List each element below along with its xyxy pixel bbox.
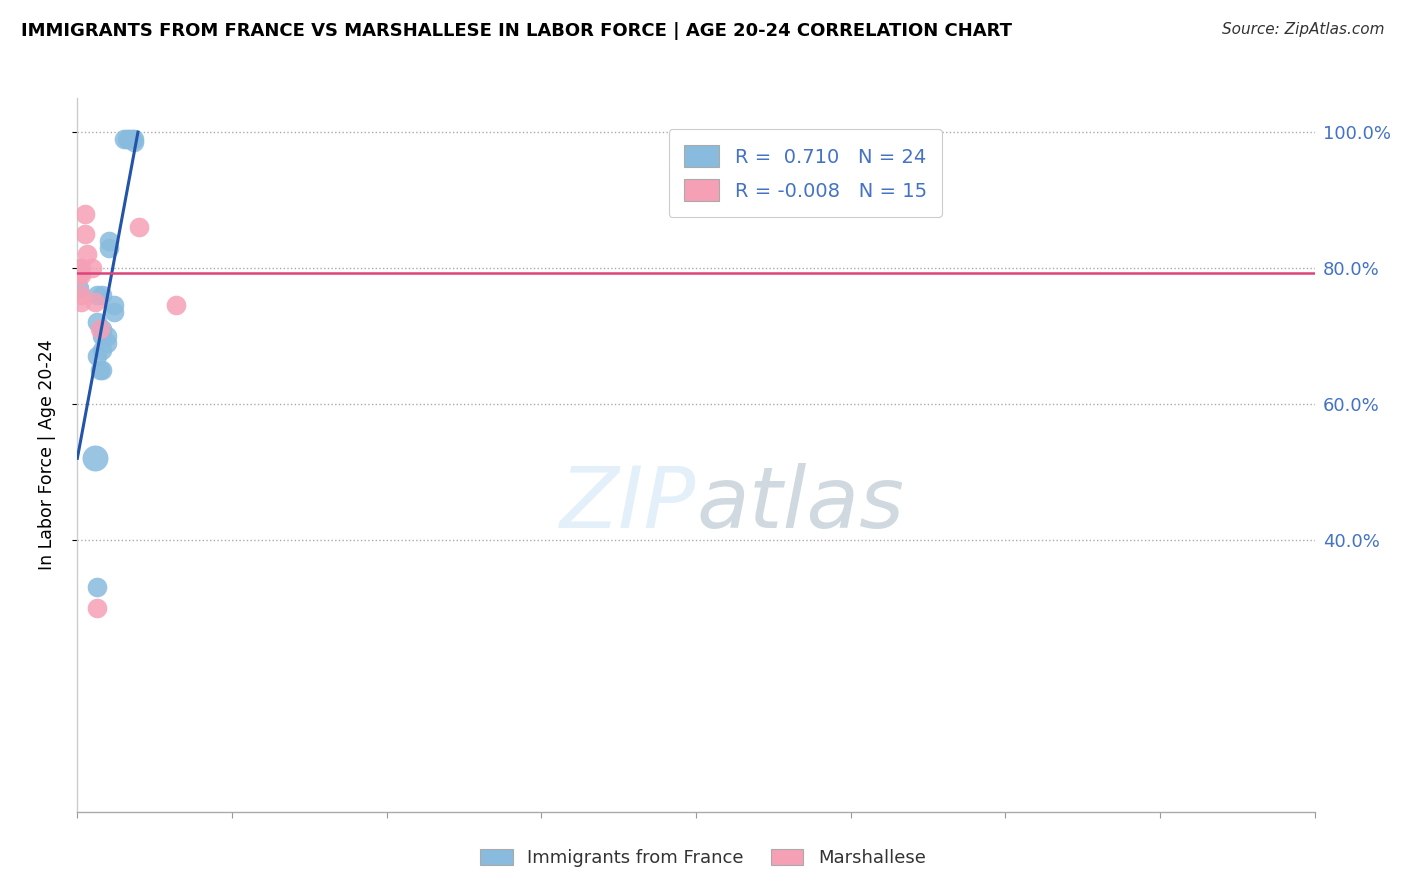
Text: IMMIGRANTS FROM FRANCE VS MARSHALLESE IN LABOR FORCE | AGE 20-24 CORRELATION CHA: IMMIGRANTS FROM FRANCE VS MARSHALLESE IN… bbox=[21, 22, 1012, 40]
Point bbox=[128, 220, 150, 235]
Point bbox=[89, 363, 111, 377]
Point bbox=[86, 581, 108, 595]
Point bbox=[122, 132, 145, 146]
Point bbox=[70, 295, 93, 310]
Point bbox=[112, 132, 135, 146]
Point bbox=[86, 600, 108, 615]
Point bbox=[70, 260, 93, 275]
Point bbox=[89, 322, 111, 336]
Point bbox=[83, 295, 105, 310]
Point bbox=[70, 268, 93, 282]
Point bbox=[96, 335, 118, 350]
Point bbox=[73, 207, 96, 221]
Point bbox=[67, 281, 90, 295]
Point bbox=[86, 315, 108, 329]
Point bbox=[118, 132, 141, 146]
Point bbox=[122, 136, 145, 150]
Point bbox=[103, 305, 125, 319]
Point bbox=[86, 288, 108, 302]
Point bbox=[91, 322, 114, 336]
Point bbox=[98, 234, 121, 248]
Point bbox=[76, 247, 98, 261]
Point bbox=[96, 329, 118, 343]
Point bbox=[67, 260, 90, 275]
Point bbox=[70, 288, 93, 302]
Text: atlas: atlas bbox=[696, 463, 904, 547]
Point bbox=[86, 350, 108, 364]
Point bbox=[91, 363, 114, 377]
Text: Source: ZipAtlas.com: Source: ZipAtlas.com bbox=[1222, 22, 1385, 37]
Point bbox=[73, 227, 96, 241]
Point bbox=[165, 298, 187, 312]
Point bbox=[103, 298, 125, 312]
Legend: Immigrants from France, Marshallese: Immigrants from France, Marshallese bbox=[472, 841, 934, 874]
Point bbox=[82, 260, 104, 275]
Point bbox=[91, 288, 114, 302]
Y-axis label: In Labor Force | Age 20-24: In Labor Force | Age 20-24 bbox=[38, 340, 56, 570]
Text: ZIP: ZIP bbox=[560, 463, 696, 547]
Point bbox=[115, 132, 138, 146]
Point bbox=[91, 329, 114, 343]
Point bbox=[98, 241, 121, 255]
Point bbox=[83, 451, 105, 466]
Point bbox=[67, 268, 90, 282]
Legend: R =  0.710   N = 24, R = -0.008   N = 15: R = 0.710 N = 24, R = -0.008 N = 15 bbox=[669, 129, 942, 217]
Point bbox=[91, 343, 114, 357]
Point bbox=[121, 132, 143, 146]
